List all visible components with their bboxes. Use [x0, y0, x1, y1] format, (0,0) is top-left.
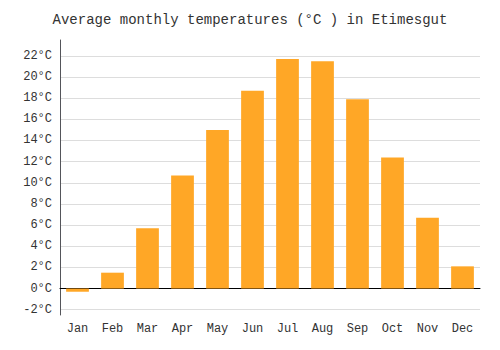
svg-text:18°C: 18°C — [23, 91, 52, 105]
svg-text:Jul: Jul — [277, 322, 299, 336]
svg-text:12°C: 12°C — [23, 155, 52, 169]
svg-text:May: May — [207, 322, 229, 336]
svg-text:-2°C: -2°C — [23, 303, 52, 317]
svg-text:Feb: Feb — [102, 322, 124, 336]
svg-text:Dec: Dec — [452, 322, 474, 336]
svg-text:Sep: Sep — [347, 322, 369, 336]
svg-text:Oct: Oct — [382, 322, 404, 336]
svg-text:14°C: 14°C — [23, 133, 52, 147]
svg-text:Jun: Jun — [242, 322, 264, 336]
svg-text:22°C: 22°C — [23, 49, 52, 63]
svg-text:16°C: 16°C — [23, 112, 52, 126]
svg-text:Apr: Apr — [172, 322, 194, 336]
svg-text:0°C: 0°C — [30, 282, 52, 296]
svg-text:Aug: Aug — [312, 322, 334, 336]
svg-text:6°C: 6°C — [30, 218, 52, 232]
svg-text:Jan: Jan — [67, 322, 89, 336]
svg-text:20°C: 20°C — [23, 70, 52, 84]
svg-text:8°C: 8°C — [30, 197, 52, 211]
svg-text:Mar: Mar — [137, 322, 159, 336]
svg-text:4°C: 4°C — [30, 239, 52, 253]
svg-text:2°C: 2°C — [30, 260, 52, 274]
svg-text:Average monthly temperatures (: Average monthly temperatures (°C ) in Et… — [53, 12, 448, 28]
svg-text:10°C: 10°C — [23, 176, 52, 190]
svg-text:Nov: Nov — [417, 322, 439, 336]
